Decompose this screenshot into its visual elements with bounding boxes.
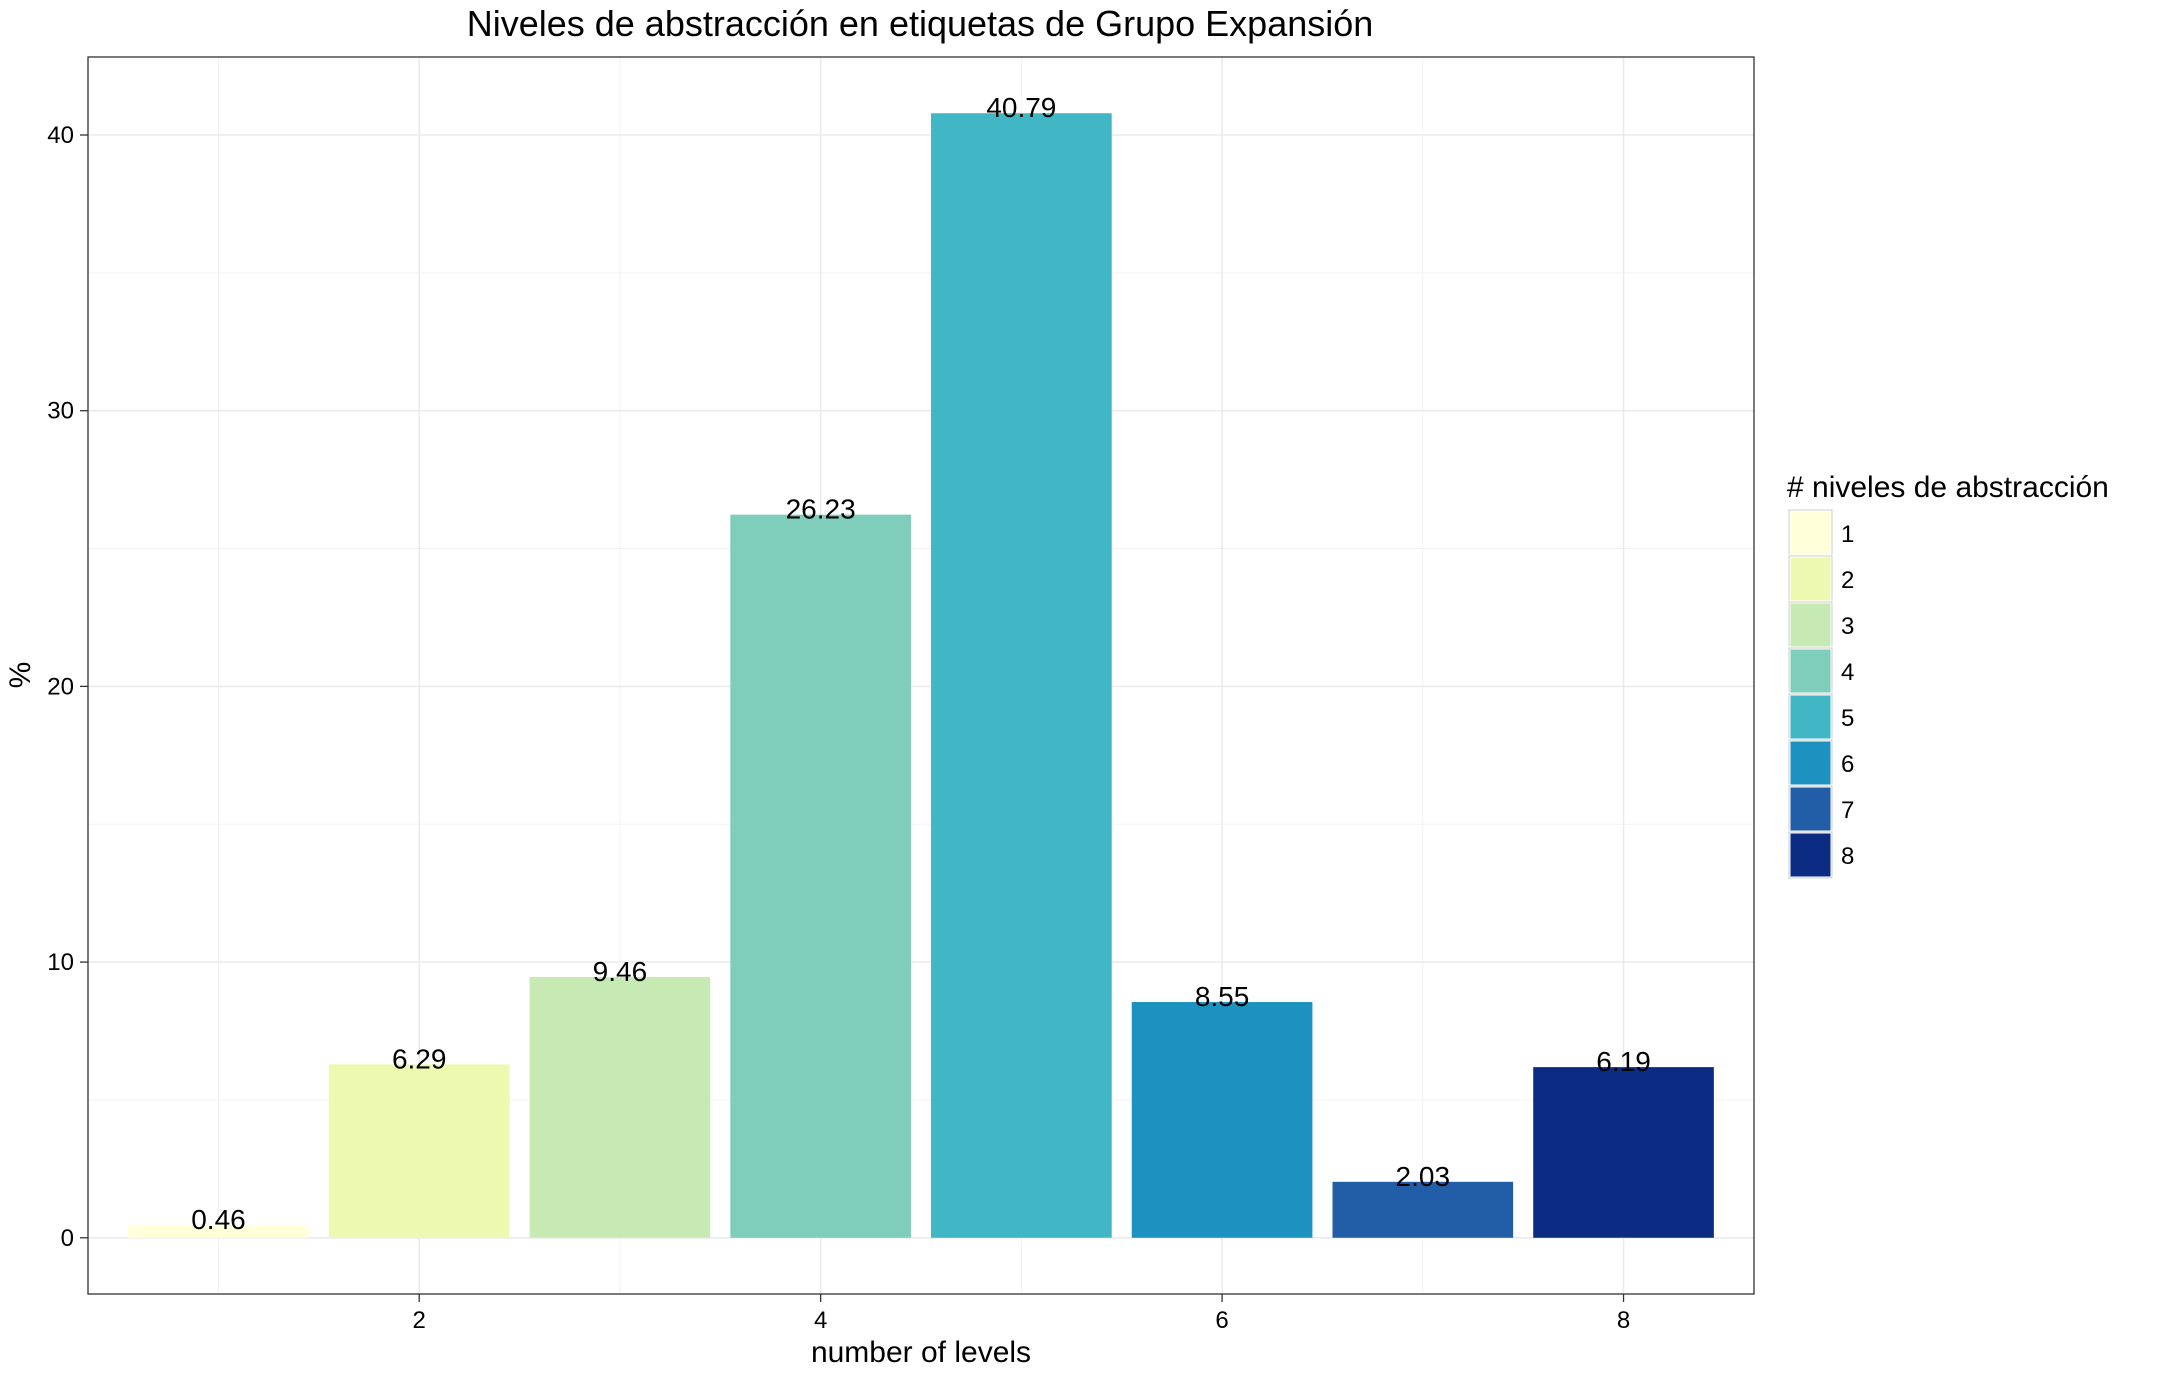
- bar-2: [328, 1064, 510, 1238]
- bars: [128, 113, 1714, 1238]
- bar-1: [128, 1225, 309, 1238]
- x-tick-label: 2: [413, 1307, 426, 1334]
- y-tick-label: 10: [47, 949, 74, 976]
- legend-key-border-8: [1788, 831, 1833, 879]
- legend-label-8: 8: [1841, 843, 1854, 870]
- y-tick-label: 0: [61, 1225, 74, 1252]
- bar-value-labels: 0.46 6.29 9.46 26.23 40.79 8.55 2.03 6.19: [191, 92, 1651, 1235]
- x-axis: 2 4 6 8: [413, 1294, 1630, 1334]
- y-tick-label: 20: [47, 673, 74, 700]
- legend-key-8: [1787, 830, 1834, 880]
- legend-label-2: 2: [1841, 567, 1854, 594]
- y-tick-label: 40: [47, 122, 74, 149]
- legend-key-3: [1787, 600, 1834, 650]
- panel-border: [87, 56, 1755, 1295]
- legend-label-6: 6: [1841, 751, 1854, 778]
- y-axis-title: %: [4, 662, 37, 689]
- bar-7: [1332, 1181, 1514, 1238]
- legend-key-4: [1787, 646, 1834, 696]
- legend-label-4: 4: [1841, 659, 1854, 686]
- legend-key-6: [1787, 738, 1834, 788]
- bar-value-label-1: 0.46: [191, 1204, 246, 1235]
- chart-title: Niveles de abstracción en etiquetas de G…: [467, 3, 1374, 44]
- legend-title: # niveles de abstracción: [1787, 471, 2109, 504]
- bar-value-label-4: 26.23: [786, 494, 856, 525]
- x-tick-label: 8: [1617, 1307, 1630, 1334]
- x-tick-label: 6: [1215, 1307, 1228, 1334]
- bar-value-label-8: 6.19: [1596, 1046, 1651, 1077]
- plot-panel: 0.46 6.29 9.46 26.23 40.79 8.55 2.03 6.19: [87, 56, 1755, 1295]
- legend-key-1: [1787, 508, 1834, 558]
- bar-4: [730, 514, 911, 1238]
- legend-items: 1 2 3 4 5 6 7 8: [1787, 508, 1854, 880]
- legend-label-7: 7: [1841, 797, 1854, 824]
- legend-label-5: 5: [1841, 705, 1854, 732]
- bar-value-label-3: 9.46: [593, 956, 648, 987]
- legend-label-3: 3: [1841, 613, 1854, 640]
- y-axis: 0 10 20 30 40: [47, 122, 88, 1252]
- bar-8: [1533, 1067, 1714, 1238]
- legend-key-5: [1787, 692, 1834, 742]
- bar-6: [1131, 1002, 1313, 1238]
- bar-value-label-2: 6.29: [392, 1043, 447, 1074]
- legend-key-2: [1787, 554, 1834, 604]
- legend-key-7: [1787, 784, 1834, 834]
- bar-3: [529, 976, 711, 1238]
- y-tick-label: 30: [47, 398, 74, 425]
- legend-label-1: 1: [1841, 521, 1854, 548]
- bar-value-label-6: 8.55: [1195, 981, 1250, 1012]
- x-tick-label: 4: [814, 1307, 827, 1334]
- bar-5: [931, 113, 1112, 1238]
- legend: # niveles de abstracción 1 2 3 4 5 6 7 8: [1787, 471, 2109, 880]
- x-axis-title: number of levels: [811, 1336, 1031, 1369]
- bar-value-label-5: 40.79: [986, 92, 1056, 123]
- bar-value-label-7: 2.03: [1396, 1161, 1451, 1192]
